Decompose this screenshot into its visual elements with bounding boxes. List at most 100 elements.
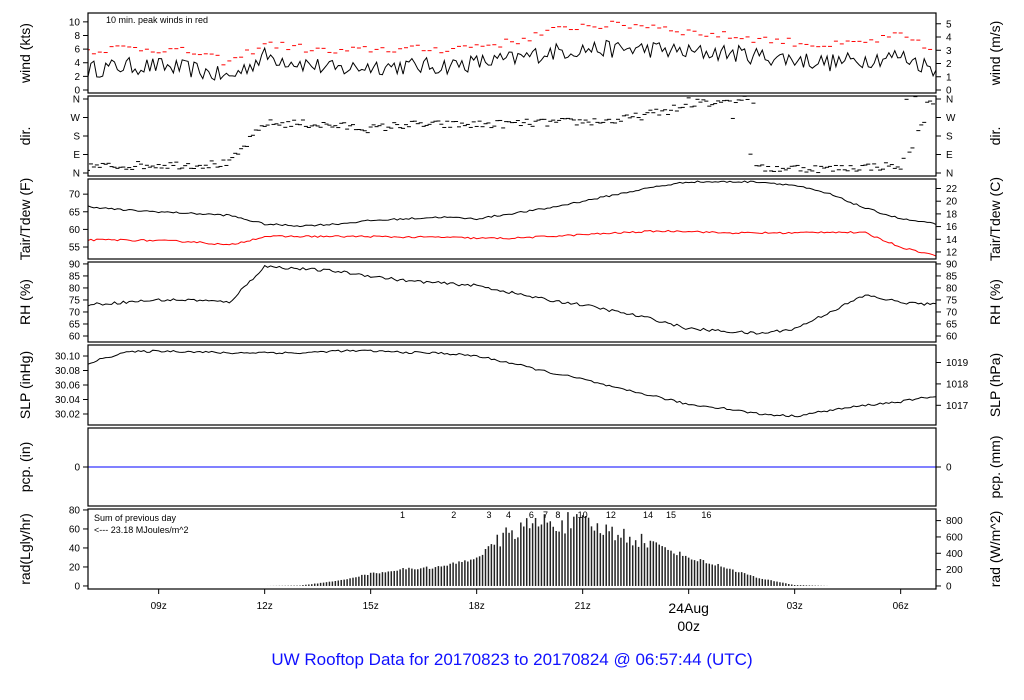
left-tick-label: 70	[69, 307, 81, 318]
left-tick-label: 80	[69, 283, 81, 294]
left-tick-label: 4	[74, 58, 80, 69]
x-tick-label: 21z	[575, 601, 591, 612]
left-tick-label: 80	[69, 505, 81, 516]
y-axis-label-right: dir.	[987, 127, 1003, 146]
left-tick-label: 30.04	[55, 395, 80, 406]
left-tick-label: 40	[69, 543, 81, 554]
left-tick-label: 60	[69, 331, 81, 342]
y-axis-label-left: wind (kts)	[17, 23, 33, 84]
right-tick-label: 90	[946, 259, 958, 270]
panel-slp: 30.02 30.04 30.06 30.08 30.10 1017 1018 1019 SLP…	[17, 344, 1003, 426]
left-tick-label: 75	[69, 295, 81, 306]
left-tick-label: N	[73, 168, 80, 179]
left-tick-label: 60	[69, 524, 81, 535]
y-axis-label-right: pcp. (mm)	[987, 436, 1003, 499]
left-tick-label: 65	[69, 319, 81, 330]
left-tick-label: 30.08	[55, 366, 80, 377]
rh-frame	[87, 261, 937, 343]
y-axis-label-right: wind (m/s)	[987, 21, 1003, 87]
left-tick-label: N	[73, 95, 80, 106]
y-axis-label-left: pcp. (in)	[17, 442, 33, 493]
sun-hour-label: 7	[543, 510, 548, 520]
right-tick-label: 1019	[946, 358, 969, 369]
temp-Tair-line	[88, 180, 936, 228]
sun-hour-label: 6	[529, 510, 534, 520]
left-tick-label: S	[73, 132, 80, 143]
left-tick-label: 85	[69, 271, 81, 282]
right-tick-label: 85	[946, 271, 958, 282]
right-tick-label: 12	[946, 247, 958, 258]
x-tick-label: 15z	[363, 601, 379, 612]
sun-hour-label: 4	[506, 510, 511, 520]
chart-title: UW Rooftop Data for 20170823 to 20170824…	[271, 650, 753, 669]
annotation: 10 min. peak winds in red	[106, 15, 208, 25]
wind-wind-line	[88, 39, 936, 81]
right-tick-label: 1	[946, 72, 952, 83]
x-tick-label: 09z	[151, 601, 167, 612]
left-tick-label: 70	[69, 190, 81, 201]
sun-hour-label: 2	[451, 510, 456, 520]
right-tick-label: 0	[946, 581, 952, 592]
right-tick-label: 1017	[946, 401, 969, 412]
sun-hour-label: 14	[643, 510, 653, 520]
right-tick-label: 60	[946, 331, 958, 342]
left-tick-label: 20	[69, 562, 81, 573]
sun-hour-label: 10	[578, 510, 588, 520]
y-axis-label-left: Tair/Tdew (F)	[17, 178, 33, 260]
annotation: Sum of previous day	[94, 513, 177, 523]
right-tick-label: 5	[946, 19, 952, 30]
right-tick-label: 0	[946, 86, 952, 97]
left-tick-label: 2	[74, 72, 80, 83]
y-axis-label-left: SLP (inHg)	[17, 351, 33, 419]
rad-frame	[87, 508, 937, 590]
left-tick-label: 30.02	[55, 409, 80, 420]
right-tick-label: 2	[946, 59, 952, 70]
wind-plot-area	[88, 20, 936, 81]
left-tick-label: 10	[69, 17, 81, 28]
right-tick-label: N	[946, 95, 953, 106]
right-tick-label: 4	[946, 33, 952, 44]
left-tick-label: W	[71, 113, 81, 124]
y-axis-label-right: rad (W/m^2)	[987, 511, 1003, 588]
right-tick-label: W	[946, 113, 956, 124]
y-axis-label-left: rad(Lgly/hr)	[17, 513, 33, 585]
panel-wind: 0 2 4 6 8 10 0 1 2 3 4 5 wind (kts) wind (m/s) 10 min.…	[17, 12, 1003, 97]
slp-plot-area	[88, 349, 936, 418]
left-tick-label: 0	[74, 463, 80, 474]
x-axis: 09z 12z 15z 18z 21z 24Aug 00z 03z 06z	[151, 589, 909, 634]
right-tick-label: S	[946, 132, 953, 143]
right-tick-label: 800	[946, 516, 963, 527]
right-tick-label: N	[946, 168, 953, 179]
slp-SLP-line	[88, 349, 936, 418]
left-tick-label: 0	[74, 581, 80, 592]
rad-plot-area	[266, 512, 828, 586]
left-tick-label: 30.10	[55, 352, 80, 363]
right-tick-label: 200	[946, 565, 963, 576]
left-tick-label: 90	[69, 259, 81, 270]
right-tick-label: 18	[946, 209, 958, 220]
left-tick-label: 30.06	[55, 381, 80, 392]
sun-hour-label: 16	[701, 510, 711, 520]
y-axis-label-right: SLP (hPa)	[987, 353, 1003, 417]
y-axis-label-left: RH (%)	[17, 279, 33, 325]
x-tick-label: 00z	[677, 618, 700, 634]
right-tick-label: 3	[946, 46, 952, 57]
x-tick-label: 18z	[469, 601, 485, 612]
y-axis-label-right: RH (%)	[987, 279, 1003, 325]
left-tick-label: 65	[69, 207, 81, 218]
temp-frame	[87, 178, 937, 260]
y-axis-label-right: Tair/Tdew (C)	[987, 177, 1003, 261]
left-tick-label: 6	[74, 45, 80, 56]
right-tick-label: 16	[946, 222, 958, 233]
x-tick-label: 06z	[893, 601, 909, 612]
right-tick-label: 0	[946, 463, 952, 474]
sun-hour-label: 8	[555, 510, 560, 520]
left-tick-label: 55	[69, 243, 81, 254]
right-tick-label: 22	[946, 184, 958, 195]
rh-RH-line	[88, 264, 936, 335]
